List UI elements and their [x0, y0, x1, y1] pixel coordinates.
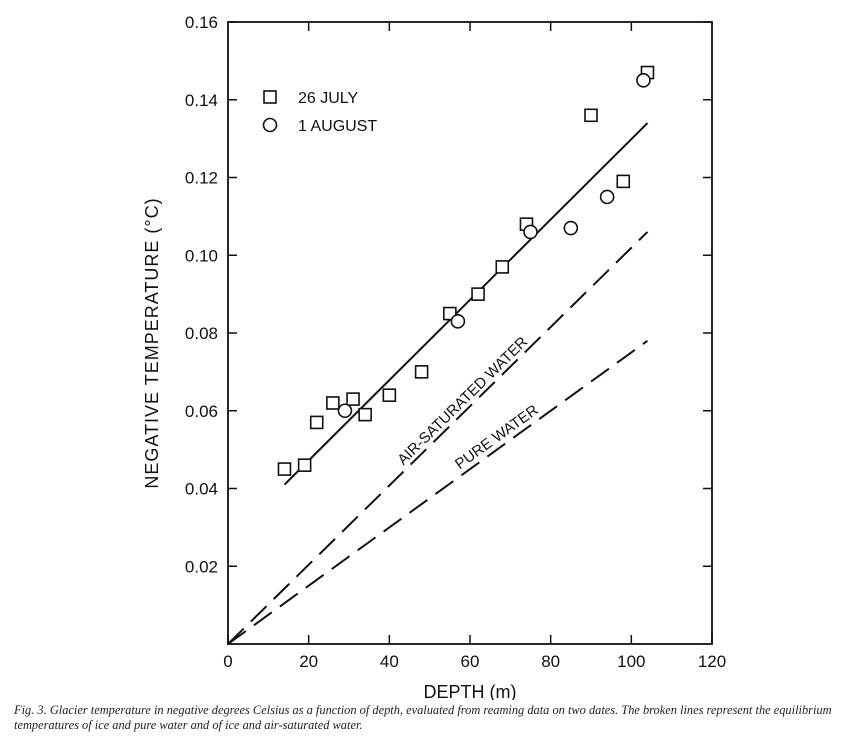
equilibrium-line — [227, 231, 649, 645]
legend-entry: 26 JULY — [298, 90, 359, 107]
axes: 0 20 40 60 80 100 120 0.02 0.04 0.06 0.08 0.10 0.12 0… — [142, 13, 726, 700]
july-point — [326, 396, 340, 410]
legend: 26 JULY 1 AUGUST — [262, 90, 377, 135]
july-point — [414, 365, 429, 379]
y-tick-label: 0.06 — [185, 402, 218, 421]
x-axis-label: DEPTH (m) — [424, 682, 517, 700]
y-tick-label: 0.14 — [185, 91, 218, 110]
y-axis-label: NEGATIVE TEMPERATURE (°C) — [142, 197, 162, 488]
line-label: PURE WATER — [452, 402, 542, 473]
july-point — [277, 462, 292, 476]
x-tick-label: 100 — [617, 652, 645, 671]
august-point — [599, 189, 615, 205]
regression-line — [283, 122, 649, 486]
august-point — [450, 314, 466, 329]
y-tick-label: 0.10 — [185, 246, 218, 265]
figure-caption: Fig. 3. Glacier temperature in negative … — [14, 703, 844, 733]
equilibrium-line — [227, 339, 649, 645]
july-point — [382, 388, 397, 403]
july-point — [584, 108, 598, 123]
x-tick-label: 0 — [223, 652, 232, 671]
july-point — [297, 458, 312, 472]
x-tick-label: 20 — [299, 652, 318, 671]
y-tick-label: 0.08 — [185, 324, 218, 343]
x-tick-label: 60 — [461, 652, 480, 671]
x-tick-label: 80 — [541, 652, 560, 671]
august-point — [636, 73, 651, 88]
glacier-temperature-chart: 0 20 40 60 80 100 120 0.02 0.04 0.06 0.08 0.10 0.12 0… — [142, 13, 726, 700]
plot-frame — [227, 21, 713, 645]
august-point — [523, 224, 538, 240]
legend-square-marker — [263, 90, 277, 104]
y-tick-label: 0.04 — [185, 480, 218, 499]
x-tick-label: 40 — [380, 652, 399, 671]
y-tick-label: 0.16 — [185, 13, 218, 32]
data-points — [277, 65, 655, 476]
august-point — [563, 220, 579, 236]
august-point — [337, 403, 353, 419]
y-tick-label: 0.12 — [185, 169, 218, 188]
july-point — [346, 392, 360, 406]
july-point — [358, 407, 372, 422]
y-tick-label: 0.02 — [185, 557, 218, 576]
x-tick-label: 120 — [698, 652, 726, 671]
july-point — [616, 174, 631, 189]
legend-entry: 1 AUGUST — [298, 118, 377, 135]
caption-text: Glacier temperature in negative degrees … — [14, 703, 832, 732]
july-point — [309, 415, 324, 430]
july-point — [495, 260, 510, 274]
caption-fig-label: Fig. 3. — [14, 703, 47, 717]
legend-circle-marker — [262, 117, 278, 133]
july-point — [471, 287, 485, 301]
